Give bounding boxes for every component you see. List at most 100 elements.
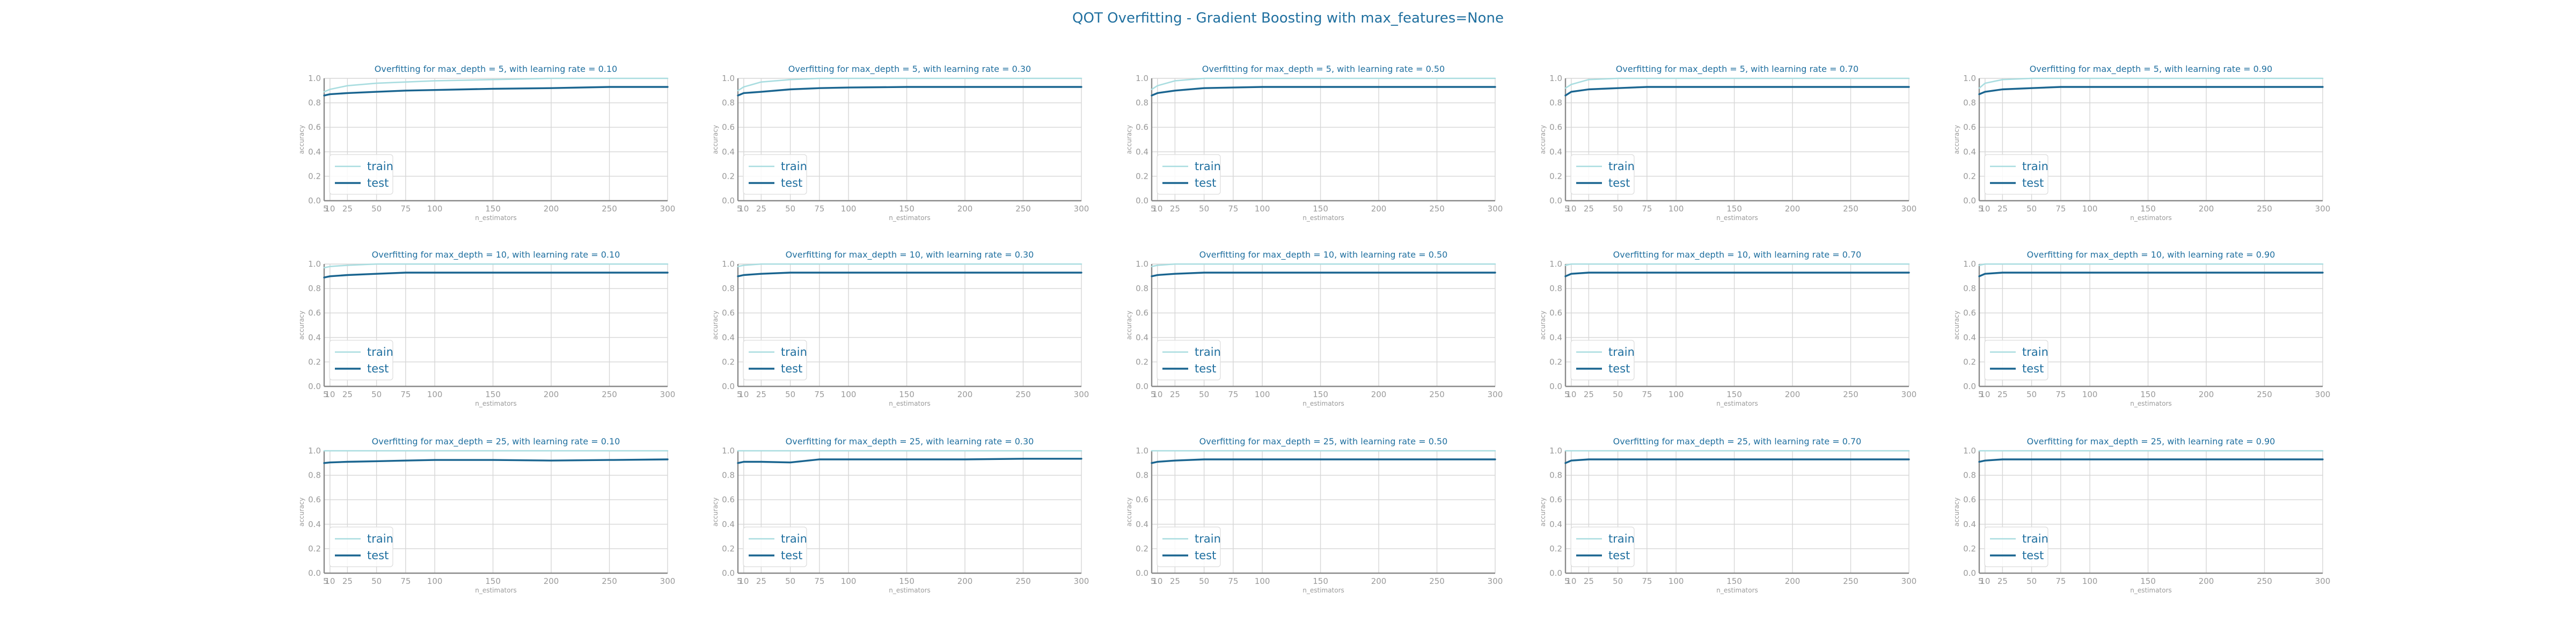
x-tick-label: 250 [1429,204,1445,214]
y-tick-label: 0.8 [1136,284,1148,294]
x-tick-label: 50 [2026,390,2037,399]
subplot-title: Overfitting for max_depth = 10, with lea… [2027,250,2275,260]
x-tick-label: 75 [1228,204,1238,214]
y-tick-label: 0.6 [1549,122,1562,132]
y-tick-label: 0.4 [308,147,321,157]
series-line-test [1151,458,1496,464]
y-axis-label: accuracy [712,497,719,526]
y-axis-label: accuracy [712,125,719,154]
x-tick-label: 75 [2055,390,2066,399]
x-tick-label: 100 [2082,204,2098,214]
x-tick-label: 10 [1980,390,1990,399]
x-tick-label: 25 [1170,576,1180,586]
series-line-test [1978,86,2324,96]
y-axis-label: accuracy [298,125,305,154]
series-line-test [737,458,1082,464]
x-tick-label: 300 [2315,576,2331,586]
y-tick-label: 0.8 [1963,284,1976,294]
x-tick-label: 25 [756,576,766,586]
x-tick-label: 50 [1613,204,1623,214]
x-tick-label: 50 [1199,390,1209,399]
subplot-title: Overfitting for max_depth = 25, with lea… [1613,436,1862,447]
x-tick-label: 300 [1488,204,1503,214]
x-tick-label: 50 [1199,204,1209,214]
x-tick-label: 50 [1613,390,1623,399]
legend-label-test: test [367,549,389,562]
series-line-train [323,263,669,269]
legend-label-train: train [1195,532,1221,545]
x-tick-label: 250 [602,390,617,399]
x-tick-label: 75 [1642,204,1652,214]
legend-box [1984,154,2048,195]
x-tick-label: 250 [1843,204,1858,214]
y-tick-label: 0.6 [722,308,735,318]
x-axis-label: n_estimators [889,400,931,407]
x-tick-label: 5 [1564,390,1570,399]
x-tick-label: 150 [1726,390,1742,399]
legend-label-train: train [1195,160,1221,173]
y-tick-label: 0.4 [1549,519,1562,529]
x-tick-label: 200 [957,204,973,214]
x-tick-label: 150 [2140,204,2156,214]
y-axis-label: accuracy [1125,497,1133,526]
x-tick-label: 25 [756,390,766,399]
x-axis-label: n_estimators [475,214,517,222]
x-tick-label: 5 [323,390,328,399]
subplot-title: Overfitting for max_depth = 25, with lea… [2027,436,2275,447]
y-tick-label: 1.0 [1549,259,1562,269]
x-axis-label: n_estimators [2130,214,2172,222]
x-tick-label: 250 [602,576,617,586]
series-line-train [1151,263,1496,267]
subplot-11: Overfitting for max_depth = 25, with lea… [298,436,675,594]
x-tick-label: 75 [2055,576,2066,586]
y-tick-label: 0.6 [722,495,735,504]
y-tick-label: 0.0 [1549,382,1562,391]
y-tick-label: 0.6 [308,122,321,132]
x-tick-label: 50 [1199,576,1209,586]
subplot-title: Overfitting for max_depth = 25, with lea… [372,436,620,447]
y-tick-label: 0.4 [1549,147,1562,157]
legend-label-train: train [1608,346,1635,358]
legend-label-train: train [2022,532,2048,545]
subplot-title: Overfitting for max_depth = 5, with lear… [375,64,617,75]
legend-box [329,154,393,195]
legend-label-test: test [367,177,389,189]
legend-label-test: test [781,177,802,189]
x-tick-label: 25 [1584,204,1594,214]
x-tick-label: 300 [1901,576,1917,586]
legend-box [743,340,807,380]
x-tick-label: 5 [1978,204,1984,214]
series-line-test [737,86,1082,97]
legend-label-train: train [367,160,393,173]
y-tick-label: 0.8 [1136,98,1148,108]
x-tick-label: 5 [1151,204,1156,214]
subplot-4: Overfitting for max_depth = 5, with lear… [1539,64,1916,222]
y-tick-label: 0.2 [1136,544,1148,553]
legend-box [1570,154,1635,195]
x-axis-label: n_estimators [475,587,517,594]
y-tick-label: 0.4 [1136,519,1148,529]
y-tick-label: 0.6 [1136,495,1148,504]
x-tick-label: 50 [785,390,795,399]
x-tick-label: 150 [485,576,501,586]
x-tick-label: 50 [371,390,382,399]
y-tick-label: 0.8 [1963,471,1976,480]
legend-label-train: train [2022,160,2048,173]
y-tick-label: 0.8 [722,471,735,480]
x-tick-label: 300 [1488,390,1503,399]
y-tick-label: 0.4 [308,333,321,342]
series-line-test [1564,272,1910,277]
series-line-test [323,272,669,279]
x-tick-label: 10 [1566,390,1576,399]
x-tick-label: 50 [785,576,795,586]
y-tick-label: 1.0 [308,74,321,83]
x-tick-label: 200 [2199,204,2214,214]
x-axis-label: n_estimators [889,214,931,222]
x-tick-label: 25 [1584,390,1594,399]
x-tick-label: 75 [1228,576,1238,586]
figure-suptitle: QOT Overfitting - Gradient Boosting with… [1072,10,1504,26]
legend-label-train: train [367,532,393,545]
x-tick-label: 100 [2082,390,2098,399]
x-axis-label: n_estimators [1716,400,1758,407]
y-tick-label: 0.6 [308,495,321,504]
